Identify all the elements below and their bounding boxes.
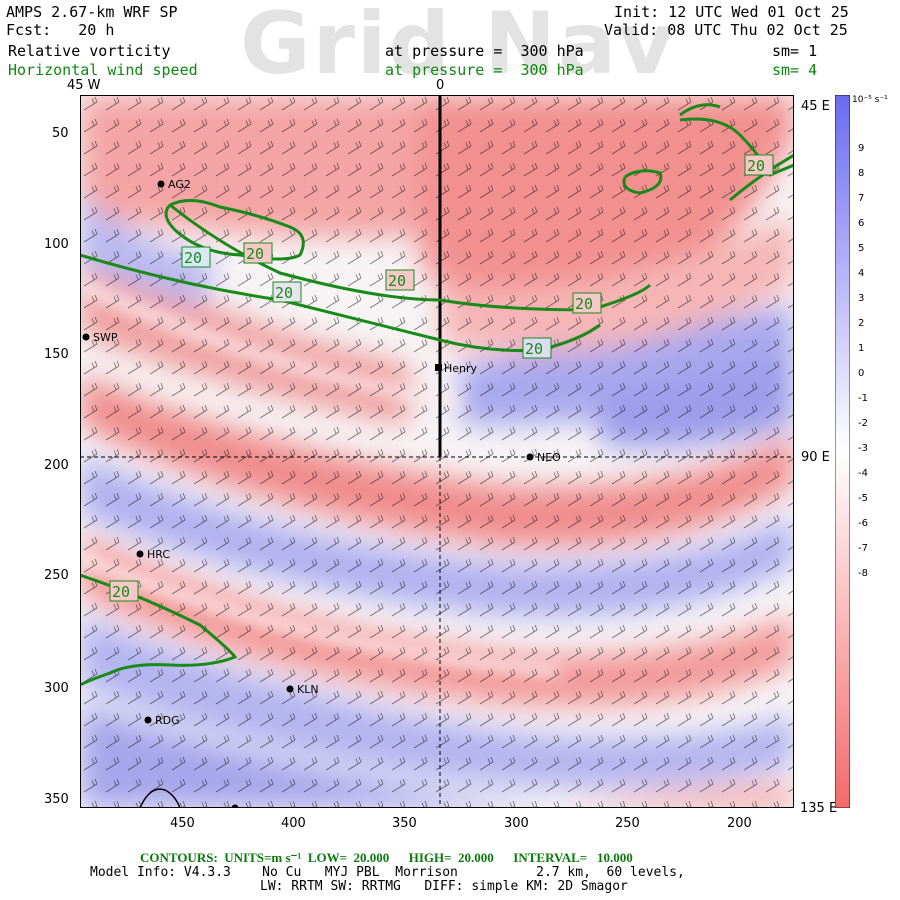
lon-label-135e: 135 E [800,801,838,816]
colorbar-label: 2 [858,318,865,329]
colorbar-label: 7 [858,193,865,204]
colorbar-label: 1 [858,343,865,354]
field2-name: Horizontal wind speed [8,61,198,79]
contour-label: 20 [747,157,765,175]
map-panel[interactable]: 20 20 20 20 20 20 20 20 AG2 SWP Henry NE… [80,95,794,808]
model-info: Model Info: V4.3.3 No Cu MYJ PBL Morriso… [90,865,685,880]
station-marker[interactable] [82,333,90,341]
field1-smoothing: sm= 1 [772,42,818,60]
x-tick: 200 [727,816,752,831]
contour-label: 20 [275,284,293,302]
colorbar-label: 8 [858,168,865,179]
station-marker[interactable] [435,364,442,371]
colorbar-label: 5 [858,243,865,254]
contour-label: 20 [575,295,593,313]
y-tick: 200 [44,458,69,473]
model-title: AMPS 2.67-km WRF SP [6,3,178,21]
lon-label-45e: 45 E [801,99,830,114]
contour-label: 20 [184,249,202,267]
contour-label: 20 [246,245,264,263]
colorbar-label: -3 [858,443,868,454]
coastline [139,788,181,808]
station-marker[interactable] [144,716,152,724]
field2-smoothing: sm= 4 [772,61,818,79]
x-tick: 300 [504,816,529,831]
colorbar-label: -2 [858,418,868,429]
station-label: AG2 [168,178,191,191]
contour-label: 20 [388,272,406,290]
valid-time: Valid: 08 UTC Thu 02 Oct 25 [604,21,848,39]
y-tick: 150 [44,347,69,362]
init-time: Init: 12 UTC Wed 01 Oct 25 [614,3,849,21]
wind-barbs [80,95,794,808]
x-tick: 450 [170,816,195,831]
y-tick: 100 [44,237,69,252]
colorbar-label: -1 [858,393,868,404]
colorbar-label: 0 [858,368,865,379]
colorbar-label: -4 [858,468,868,479]
lon-label-90e: 90 E [801,450,830,465]
station-marker[interactable] [286,685,294,693]
field1-name: Relative vorticity [8,42,171,60]
x-tick: 250 [615,816,640,831]
lon-label-45w: 45 W [67,78,101,93]
y-tick: 350 [44,792,69,807]
y-tick: 300 [44,681,69,696]
colorbar-label: 3 [858,293,865,304]
station-label: KLN [297,683,319,696]
field2-level: at pressure = 300 hPa [385,61,584,79]
x-tick: 350 [392,816,417,831]
station-marker[interactable] [157,180,165,188]
y-tick: 250 [44,568,69,583]
station-marker[interactable] [136,550,144,558]
physics-info: LW: RRTM SW: RRTMG DIFF: simple KM: 2D S… [260,879,628,894]
contour-label: 20 [525,340,543,358]
colorbar-label: 9 [858,143,865,154]
map-frame [80,95,794,808]
colorbar-label: -8 [858,568,868,579]
contours-info: CONTOURS: UNITS=m s⁻¹ LOW= 20.000 HIGH= … [140,850,633,865]
watermark: Grid Nav [240,0,677,94]
colorbar-label: -5 [858,493,868,504]
station-label: NEO [537,451,561,464]
colorbar-label: -7 [858,543,868,554]
station-label: Henry [444,362,478,375]
colorbar-label: 4 [858,268,865,279]
colorbar-label: -6 [858,518,868,529]
lon-label-0: 0 [436,78,445,93]
colorbar-unit: 10⁻⁵ s⁻¹ [852,95,888,105]
colorbar [835,95,850,808]
forecast-hour: Fcst: 20 h [6,21,115,39]
y-tick: 50 [52,126,69,141]
x-tick: 400 [281,816,306,831]
contour-label: 20 [112,583,130,601]
station-label: HRC [147,548,170,561]
station-marker[interactable] [526,453,534,461]
field1-level: at pressure = 300 hPa [385,42,584,60]
station-label: SWP [93,331,118,344]
station-label: RDG [155,714,180,727]
colorbar-label: 6 [858,218,865,229]
